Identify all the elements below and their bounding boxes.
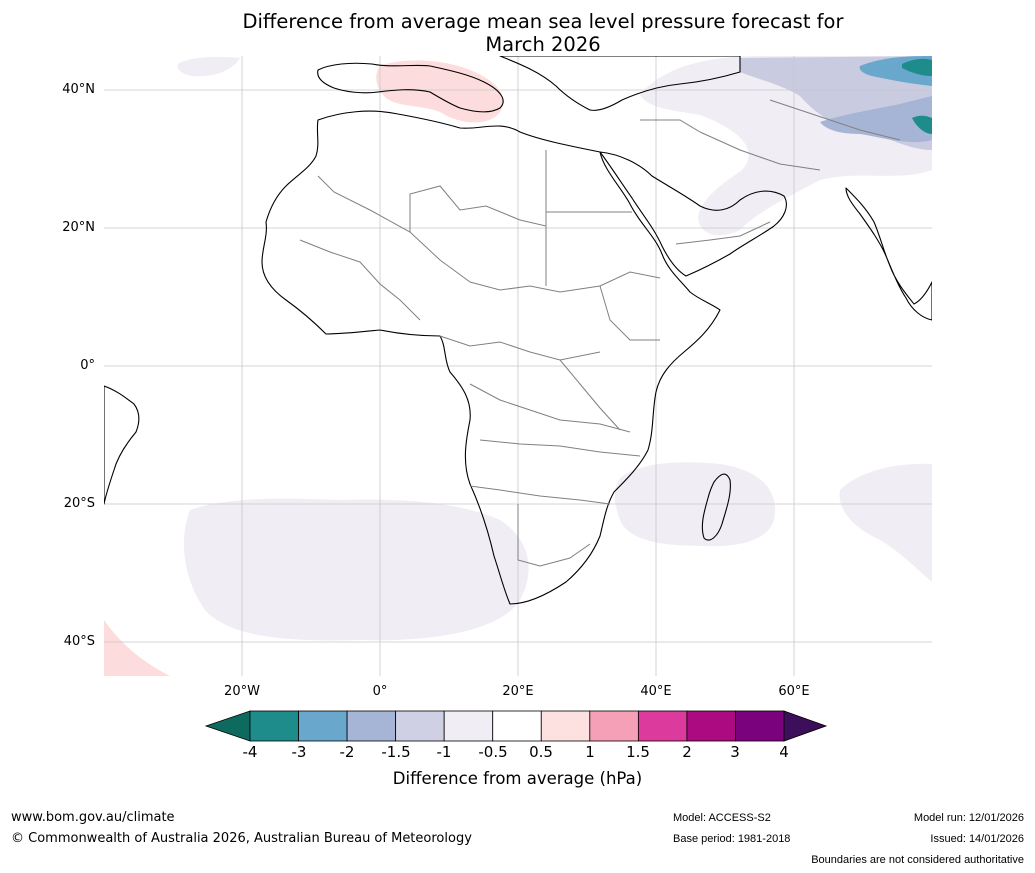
lat-label-20n: 20°N bbox=[62, 220, 95, 235]
colorbar-segment bbox=[395, 710, 445, 742]
colorbar-segment bbox=[249, 710, 299, 742]
colorbar-tick: -2 bbox=[339, 743, 355, 761]
colorbar-over-triangle bbox=[783, 710, 828, 742]
europe-coastline bbox=[317, 56, 741, 113]
footer-url-link[interactable]: www.bom.gov.au/climate bbox=[11, 810, 175, 825]
colorbar-tick: -4 bbox=[242, 743, 258, 761]
map-title-line-2: March 2026 bbox=[485, 33, 601, 56]
central-asia-anomaly-deep bbox=[820, 96, 932, 143]
footer-copyright: © Commonwealth of Australia 2026, Austra… bbox=[11, 831, 472, 846]
coastlines bbox=[104, 56, 932, 605]
colorbar-segment bbox=[298, 710, 348, 742]
lon-label-20e: 20°E bbox=[502, 684, 534, 699]
south-america-coastline bbox=[104, 385, 140, 505]
colorbar-tick: 1.5 bbox=[626, 743, 650, 761]
colorbar-tick: 2 bbox=[682, 743, 692, 761]
map-area bbox=[104, 56, 932, 676]
lat-label-0: 0° bbox=[80, 358, 95, 373]
colorbar-segment bbox=[735, 710, 785, 742]
colorbar-label: Difference from average (hPa) bbox=[392, 769, 643, 788]
lat-label-40n: 40°N bbox=[62, 82, 95, 97]
madagascar-coastline bbox=[701, 473, 731, 541]
colorbar-segment bbox=[686, 710, 736, 742]
colorbar-segment bbox=[637, 710, 688, 742]
colorbar-under-triangle bbox=[204, 710, 251, 742]
colorbar-tick: 4 bbox=[779, 743, 789, 761]
lon-label-0: 0° bbox=[372, 684, 388, 699]
country-borders bbox=[299, 99, 901, 567]
colorbar-tick: 0.5 bbox=[529, 743, 553, 761]
east-indian-ocean-anomaly bbox=[839, 463, 932, 582]
lat-label-20s: 20°S bbox=[63, 496, 95, 511]
gridlines bbox=[104, 56, 932, 676]
north-africa-west-anomaly bbox=[177, 56, 240, 77]
footer-disclaimer: Boundaries are not considered authoritat… bbox=[811, 854, 1024, 866]
himalaya-anomaly-deepest bbox=[902, 58, 932, 134]
lon-label-20w: 20°W bbox=[224, 684, 260, 699]
india-coastline bbox=[845, 187, 932, 321]
colorbar-segment bbox=[346, 710, 397, 742]
africa-coastline bbox=[261, 110, 721, 605]
lat-label-40s: 40°S bbox=[63, 634, 95, 649]
map-title-line-1: Difference from average mean sea level p… bbox=[242, 10, 844, 33]
colorbar-tick: -1 bbox=[436, 743, 452, 761]
lon-label-60e: 60°E bbox=[778, 684, 810, 699]
colorbar bbox=[204, 710, 828, 742]
south-atlantic-anomaly bbox=[183, 498, 529, 641]
colorbar-segment bbox=[589, 710, 639, 742]
colorbar-tick: 3 bbox=[730, 743, 740, 761]
western-mediterranean-anomaly bbox=[376, 60, 504, 123]
footer-model: Model: ACCESS-S2 bbox=[673, 812, 771, 824]
colorbar-tick: -1.5 bbox=[381, 743, 411, 761]
colorbar-segment bbox=[443, 710, 494, 742]
colorbar-tick: 1 bbox=[585, 743, 595, 761]
colorbar-segment bbox=[540, 710, 591, 742]
south-america-tip-anomaly bbox=[104, 620, 170, 676]
footer-base-period: Base period: 1981-2018 bbox=[673, 833, 791, 845]
arabia-coastline bbox=[599, 151, 787, 277]
colorbar-segment bbox=[492, 710, 542, 742]
colorbar-tick: -0.5 bbox=[478, 743, 508, 761]
footer-issued: Issued: 14/01/2026 bbox=[930, 833, 1024, 845]
lon-label-40e: 40°E bbox=[640, 684, 672, 699]
colorbar-tick: -3 bbox=[291, 743, 307, 761]
footer-model-run: Model run: 12/01/2026 bbox=[913, 812, 1024, 824]
